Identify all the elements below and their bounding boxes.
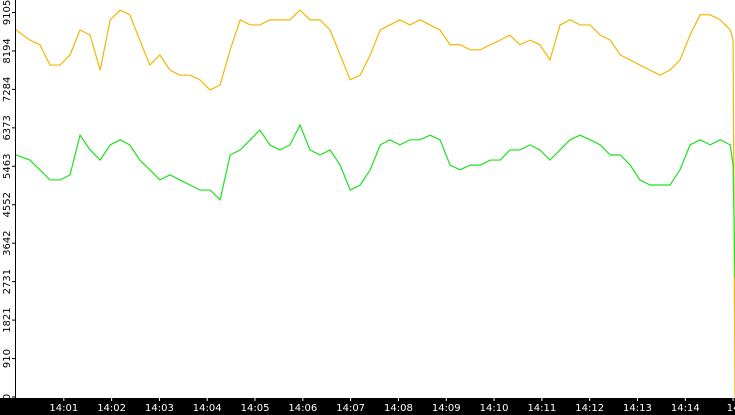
x-tick-label: 14:06 bbox=[288, 403, 317, 414]
x-tick-label: 14:02 bbox=[97, 403, 126, 414]
y-tick-label: 1821 bbox=[2, 307, 13, 332]
y-tick-label: 7284 bbox=[2, 77, 13, 102]
y-tick-label: 3642 bbox=[2, 230, 13, 255]
x-tick-label: 14:03 bbox=[145, 403, 174, 414]
y-tick-label: 9105 bbox=[2, 0, 13, 25]
y-tick-label: 910 bbox=[2, 349, 13, 368]
x-tick-label: 14:01 bbox=[49, 403, 78, 414]
x-tick-label: 14:05 bbox=[241, 403, 270, 414]
series-line bbox=[15, 123, 735, 278]
x-tick-label: 14:09 bbox=[432, 403, 461, 414]
y-tick-label: 4552 bbox=[2, 192, 13, 217]
y-tick-label: 2731 bbox=[2, 269, 13, 294]
x-tick-label: 14:07 bbox=[336, 403, 365, 414]
x-tick-label: 14:10 bbox=[480, 403, 509, 414]
x-tick-label: 14:14 bbox=[671, 403, 700, 414]
x-axis-bar bbox=[0, 398, 735, 415]
x-tick-label: 14:04 bbox=[193, 403, 222, 414]
series-line bbox=[15, 9, 735, 398]
x-tick-label: 14:13 bbox=[623, 403, 652, 414]
x-tick-label: 14:11 bbox=[527, 403, 556, 414]
y-tick-label: 0 bbox=[2, 394, 13, 400]
x-tick-label: 14:12 bbox=[575, 403, 604, 414]
x-tick-label: 14 bbox=[727, 403, 735, 414]
x-tick-label: 14:08 bbox=[384, 403, 413, 414]
y-tick-label: 8194 bbox=[2, 38, 13, 63]
y-tick-label: 6373 bbox=[2, 115, 13, 140]
y-tick-label: 5463 bbox=[2, 154, 13, 179]
